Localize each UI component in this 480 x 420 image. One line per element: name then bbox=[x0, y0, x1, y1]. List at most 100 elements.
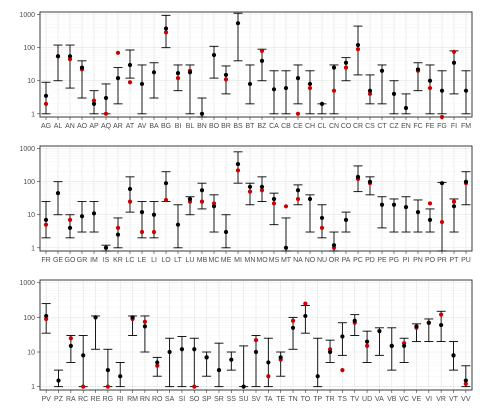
black-point bbox=[67, 225, 73, 230]
x-tick-label: FR bbox=[41, 257, 50, 264]
black-point bbox=[115, 232, 121, 237]
black-point bbox=[67, 54, 73, 59]
error-bar bbox=[413, 199, 423, 233]
x-tick-label: RG bbox=[103, 396, 114, 403]
panel-background bbox=[39, 145, 473, 252]
black-point bbox=[79, 214, 85, 219]
black-point bbox=[175, 222, 181, 227]
red-point bbox=[223, 77, 229, 82]
black-point bbox=[79, 65, 85, 70]
error-bar bbox=[53, 181, 63, 216]
black-point bbox=[91, 101, 97, 106]
y-tick-label: 1 bbox=[31, 111, 35, 118]
x-tick-label: RO bbox=[152, 396, 163, 403]
black-point bbox=[367, 179, 373, 184]
x-tick-label: UD bbox=[362, 396, 372, 403]
x-tick-label: VB bbox=[387, 396, 397, 403]
error-bar bbox=[165, 337, 175, 388]
black-point bbox=[427, 78, 433, 83]
x-tick-label: VE bbox=[412, 396, 422, 403]
x-tick-label: PD bbox=[365, 257, 375, 264]
x-tick-label: TV bbox=[350, 396, 359, 403]
x-tick-label: BO bbox=[209, 123, 220, 130]
x-tick-label: PA bbox=[342, 257, 351, 264]
black-point bbox=[93, 315, 98, 320]
black-point bbox=[389, 343, 394, 349]
x-tick-label: LE bbox=[138, 257, 147, 264]
x-tick-label: AP bbox=[89, 123, 99, 130]
black-point bbox=[355, 42, 361, 48]
red-point bbox=[427, 201, 433, 206]
x-tick-label: TA bbox=[264, 396, 273, 403]
x-tick-label: GO bbox=[65, 257, 76, 264]
panel-border bbox=[39, 145, 473, 252]
panel-background bbox=[39, 11, 473, 118]
red-point bbox=[303, 301, 308, 306]
red-point bbox=[142, 319, 148, 324]
error-bar bbox=[137, 64, 147, 115]
x-tick-label: CH bbox=[305, 123, 315, 130]
x-tick-label: SI bbox=[179, 396, 186, 403]
red-point bbox=[307, 85, 313, 91]
black-point bbox=[439, 181, 445, 186]
x-tick-label: TR bbox=[325, 396, 334, 403]
black-point bbox=[427, 217, 433, 222]
black-point bbox=[403, 205, 409, 210]
x-tick-label: IM bbox=[90, 257, 98, 264]
black-point bbox=[105, 368, 110, 373]
red-point bbox=[115, 50, 121, 55]
x-tick-label: CR bbox=[353, 123, 363, 130]
chart-panel-1: 1 10 100 1000 AG AL AN AO AP AQ AR AT AV BA BG BI BL BN BO… bbox=[19, 11, 473, 130]
x-tick-label: CO bbox=[341, 123, 352, 130]
black-point bbox=[307, 81, 313, 87]
black-point bbox=[377, 329, 382, 334]
black-point bbox=[426, 320, 431, 325]
error-bar bbox=[461, 171, 471, 206]
black-point bbox=[139, 210, 145, 215]
x-tick-label: KR bbox=[113, 257, 123, 264]
red-point bbox=[81, 384, 86, 389]
black-point bbox=[343, 60, 349, 65]
x-tick-label: AV bbox=[138, 123, 147, 130]
x-tick-label: LU bbox=[186, 257, 195, 264]
x-tick-label: RI bbox=[117, 396, 124, 403]
x-tick-label: MI bbox=[234, 257, 242, 264]
black-point bbox=[439, 322, 444, 328]
red-point bbox=[67, 57, 73, 62]
black-point bbox=[403, 105, 409, 111]
black-point bbox=[175, 71, 181, 76]
error-bar bbox=[89, 201, 99, 233]
x-tick-label: AO bbox=[77, 123, 88, 130]
black-point bbox=[55, 54, 61, 59]
black-point bbox=[391, 91, 397, 96]
black-point bbox=[163, 26, 169, 31]
red-point bbox=[340, 368, 345, 373]
error-bar bbox=[233, 151, 243, 184]
x-tick-label: MT bbox=[281, 257, 292, 264]
x-tick-label: TS bbox=[338, 396, 347, 403]
black-point bbox=[151, 70, 157, 75]
x-tick-label: LC bbox=[126, 257, 135, 264]
x-tick-label: VR bbox=[436, 396, 446, 403]
x-tick-label: PE bbox=[377, 257, 387, 264]
black-point bbox=[295, 76, 301, 81]
black-point bbox=[103, 245, 109, 250]
black-point bbox=[402, 343, 407, 349]
red-point bbox=[43, 222, 49, 227]
x-tick-label: AL bbox=[54, 123, 63, 130]
black-point bbox=[56, 378, 61, 383]
x-tick-label: SO bbox=[189, 396, 200, 403]
red-point bbox=[115, 225, 121, 230]
x-tick-label: PO bbox=[425, 257, 436, 264]
x-tick-label: BN bbox=[197, 123, 207, 130]
error-bar bbox=[65, 44, 75, 89]
x-tick-label: CE bbox=[293, 123, 303, 130]
x-tick-label: PR bbox=[437, 257, 447, 264]
y-tick-label: 1000 bbox=[19, 146, 35, 153]
black-point bbox=[229, 357, 234, 362]
error-bar bbox=[214, 342, 224, 388]
error-bar bbox=[197, 182, 207, 210]
black-point bbox=[44, 313, 49, 319]
black-point bbox=[151, 212, 157, 217]
y-tick-label: 1 bbox=[31, 245, 35, 252]
